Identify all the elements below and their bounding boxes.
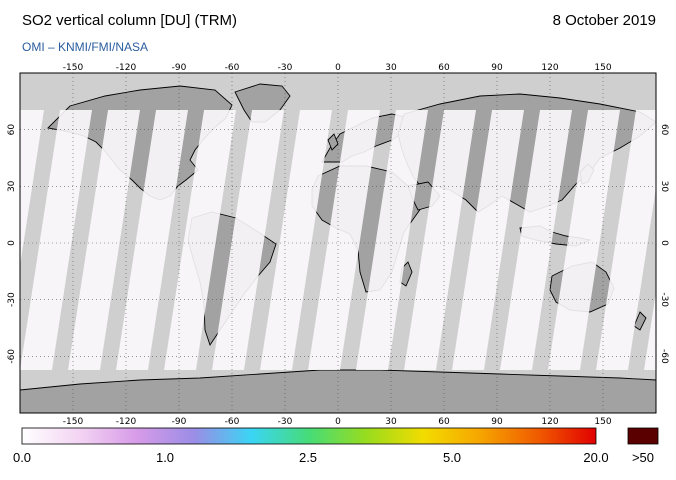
lon-tick-label-top: 120 [541, 63, 558, 73]
lon-tick-label-top: -60 [225, 63, 240, 73]
lat-tick-label-left: -60 [7, 349, 17, 364]
lon-tick-label-bottom: 120 [541, 417, 558, 427]
swath-strip [68, 110, 140, 370]
lon-tick-label-top: 60 [438, 63, 450, 73]
swath-strip [596, 110, 656, 370]
swath-strip [20, 110, 92, 370]
lat-tick-label-left: 60 [7, 124, 17, 136]
lon-tick-label-bottom: -120 [116, 417, 137, 427]
antarctica [20, 369, 656, 413]
lat-tick-label-left: 30 [7, 180, 17, 192]
lon-tick-label-bottom: 0 [335, 417, 341, 427]
lat-tick-label-right: 60 [659, 124, 669, 136]
lat-tick-label-right: -30 [659, 292, 669, 307]
map-date: 8 October 2019 [552, 12, 656, 29]
data-credit: OMI – KNMI/FMI/NASA [22, 40, 149, 54]
swath-strip [356, 110, 428, 370]
lon-tick-label-bottom: -30 [278, 417, 293, 427]
axis-ticks: -150 -150 -120 -120 -90 -90 -60 -60 -30 -30 0 0 30 30… [7, 63, 669, 427]
swath-strip [452, 110, 524, 370]
colorbar-label-1: 1.0 [155, 450, 175, 465]
colorbar-overflow-box [627, 427, 659, 445]
swath-strip [260, 110, 332, 370]
swath-strip [548, 110, 620, 370]
lon-tick-label-bottom: 150 [594, 417, 611, 427]
colorbar-label-0: 0.0 [12, 450, 32, 465]
lon-tick-label-bottom: -90 [172, 417, 187, 427]
lon-tick-label-bottom: -60 [225, 417, 240, 427]
lat-lon-grid [20, 73, 656, 413]
colorbar-label-2: 2.5 [298, 450, 318, 465]
lon-tick-label-top: -30 [278, 63, 293, 73]
colorbar [21, 427, 597, 445]
lon-tick-label-bottom: 30 [385, 417, 397, 427]
swath-strip [164, 110, 236, 370]
swath-strip [212, 110, 284, 370]
lon-tick-label-top: 30 [385, 63, 397, 73]
new-zealand [633, 311, 647, 331]
lat-tick-label-right: 0 [659, 240, 669, 246]
map-title: SO2 vertical column [DU] (TRM) [22, 12, 238, 29]
swath-strip [308, 110, 380, 370]
lon-tick-label-top: -120 [116, 63, 137, 73]
lon-tick-label-bottom: 60 [438, 417, 450, 427]
satellite-swaths [20, 110, 656, 370]
colorbar-overflow-label: >50 [631, 450, 655, 465]
lon-tick-label-bottom: -150 [63, 417, 84, 427]
swath-strip [404, 110, 476, 370]
british-isles [327, 133, 339, 151]
swath-strip [644, 292, 656, 370]
lon-tick-label-top: -90 [172, 63, 187, 73]
swath-strip [20, 110, 44, 266]
lat-tick-label-right: -60 [659, 349, 669, 364]
lat-tick-label-left: 0 [7, 240, 17, 246]
colorbar-label-3: 5.0 [442, 450, 462, 465]
lon-tick-label-top: 150 [594, 63, 611, 73]
lon-tick-label-bottom: 90 [491, 417, 503, 427]
lat-tick-label-left: -30 [7, 292, 17, 307]
swath-strip [500, 110, 572, 370]
lat-tick-label-right: 30 [659, 181, 669, 193]
map-frame [19, 72, 657, 414]
swath-strip [116, 110, 188, 370]
lon-tick-label-top: -150 [63, 63, 84, 73]
lon-tick-label-top: 90 [491, 63, 503, 73]
lon-tick-label-top: 0 [335, 63, 341, 73]
colorbar-label-4: 20.0 [583, 450, 609, 465]
